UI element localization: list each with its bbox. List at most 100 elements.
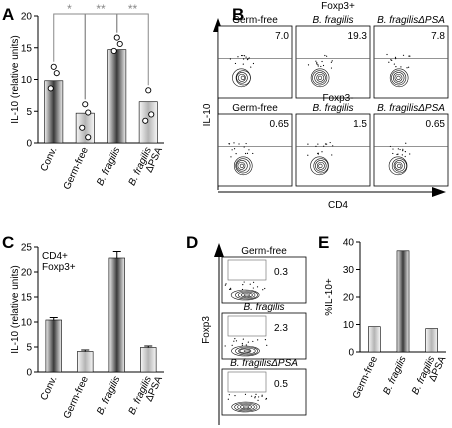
sample-name: B. fragilis bbox=[243, 302, 284, 313]
bar bbox=[108, 257, 125, 373]
data-point bbox=[53, 70, 60, 77]
data-point bbox=[82, 101, 89, 108]
data-point bbox=[145, 87, 152, 94]
event-dot bbox=[245, 344, 247, 346]
y-axis-label: Foxp3 bbox=[201, 316, 212, 344]
data-point bbox=[47, 85, 54, 92]
event-dot bbox=[234, 62, 237, 65]
event-dot bbox=[241, 342, 243, 345]
event-dot bbox=[386, 53, 388, 56]
significance-label: ** bbox=[128, 2, 138, 16]
y-tick-label: 20 bbox=[343, 293, 355, 304]
event-dot bbox=[395, 66, 397, 68]
contour-line bbox=[237, 73, 246, 82]
event-dot bbox=[241, 344, 243, 346]
bar bbox=[425, 328, 438, 353]
event-dot bbox=[250, 395, 253, 397]
event-dot bbox=[248, 57, 250, 59]
panel-label-d: D bbox=[186, 233, 198, 252]
contour-line bbox=[316, 161, 325, 170]
event-dot bbox=[264, 338, 267, 341]
event-dot bbox=[235, 340, 238, 342]
event-dot bbox=[242, 58, 245, 60]
event-dot bbox=[234, 338, 236, 340]
event-dot bbox=[252, 287, 254, 289]
event-dot bbox=[252, 340, 254, 343]
event-dot bbox=[317, 64, 319, 66]
y-tick-label: 40 bbox=[343, 238, 355, 249]
gate-percentage: 7.0 bbox=[275, 31, 289, 42]
event-dot bbox=[404, 155, 406, 158]
event-dot bbox=[250, 66, 252, 68]
y-tick-label: 0 bbox=[348, 348, 354, 359]
data-point bbox=[85, 109, 92, 116]
panel-label-c: C bbox=[2, 233, 14, 252]
event-dot bbox=[238, 143, 240, 145]
contour-line bbox=[236, 160, 248, 172]
event-dot bbox=[316, 62, 318, 64]
category-label: Conv. bbox=[39, 146, 60, 174]
gate-percentage: 0.3 bbox=[274, 267, 288, 278]
event-dot bbox=[388, 61, 390, 63]
x-arrow-head bbox=[432, 187, 446, 197]
event-dot bbox=[254, 397, 256, 399]
event-dot bbox=[393, 63, 395, 65]
flow-plot bbox=[217, 25, 293, 99]
flow-plot bbox=[373, 113, 449, 187]
contour-line bbox=[236, 72, 248, 84]
event-dot bbox=[242, 284, 244, 286]
event-dot bbox=[257, 399, 259, 401]
event-dot bbox=[402, 148, 404, 150]
event-dot bbox=[392, 152, 394, 155]
data-point bbox=[50, 63, 57, 70]
event-dot bbox=[325, 143, 328, 145]
y-tick-label: 20 bbox=[21, 268, 33, 279]
contour-line bbox=[243, 293, 250, 297]
event-dot bbox=[231, 344, 233, 346]
event-dot bbox=[331, 154, 333, 156]
event-dot bbox=[397, 153, 399, 155]
event-dot bbox=[241, 288, 244, 291]
data-point bbox=[116, 40, 123, 47]
event-dot bbox=[395, 58, 397, 60]
event-dot bbox=[246, 152, 249, 155]
event-dot bbox=[224, 284, 226, 286]
event-dot bbox=[242, 338, 244, 340]
contour-line bbox=[234, 402, 258, 412]
y-axis-label: IL-10 (relative units) bbox=[10, 35, 21, 123]
y-tick-label: 5 bbox=[26, 343, 32, 354]
bar bbox=[44, 80, 64, 144]
event-dot bbox=[307, 64, 310, 66]
event-dot bbox=[225, 283, 227, 285]
y-tick-label: 25 bbox=[21, 243, 33, 254]
event-dot bbox=[229, 58, 231, 60]
sample-name: Germ-free bbox=[241, 246, 287, 257]
contour-line bbox=[240, 75, 245, 80]
contour-line bbox=[393, 160, 406, 172]
event-dot bbox=[254, 396, 256, 398]
data-point bbox=[110, 47, 117, 54]
contour-line bbox=[389, 68, 409, 88]
y-tick-label: 10 bbox=[21, 75, 33, 86]
event-dot bbox=[406, 67, 408, 69]
gate-box bbox=[227, 259, 267, 281]
event-dot bbox=[265, 398, 267, 400]
event-dot bbox=[233, 142, 235, 144]
event-dot bbox=[400, 66, 402, 68]
contour-line bbox=[240, 292, 253, 298]
flow-panel-b: IL-10 CD4 Foxp3+ Germ-free 7.0 B. fragilis 19.… bbox=[202, 1, 449, 211]
event-dot bbox=[409, 55, 411, 57]
contour-line bbox=[314, 72, 326, 84]
panel-label-b: B bbox=[232, 5, 244, 24]
contour-line bbox=[317, 75, 323, 80]
contour-line bbox=[391, 158, 407, 174]
event-dot bbox=[237, 56, 239, 58]
event-dot bbox=[317, 65, 319, 67]
contour-line bbox=[231, 401, 260, 413]
event-dot bbox=[230, 156, 232, 158]
data-point bbox=[113, 34, 120, 41]
event-dot bbox=[227, 398, 229, 400]
event-dot bbox=[315, 60, 317, 62]
